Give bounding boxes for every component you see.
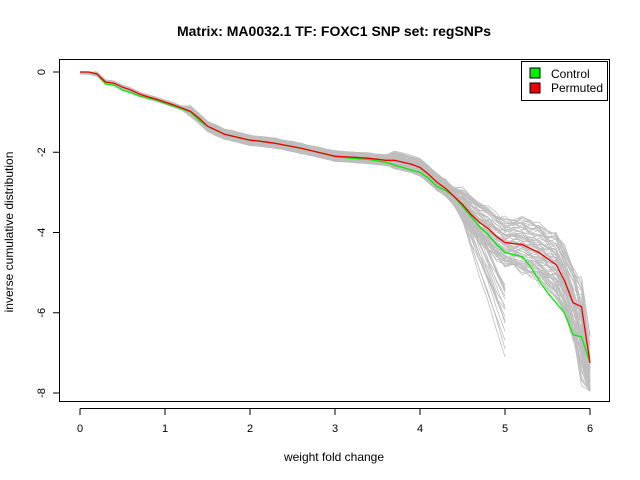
permutation-line [79, 71, 506, 323]
permutation-line [79, 71, 591, 392]
permutation-line [80, 72, 591, 365]
legend-label-permuted: Permuted [551, 81, 603, 95]
permutation-line [80, 71, 591, 346]
permutation-line [80, 71, 591, 363]
permutation-line [79, 71, 506, 317]
permutation-line [79, 72, 591, 392]
permutation-line [80, 72, 591, 392]
permutation-line [80, 71, 591, 337]
series-line-permuted [80, 71, 591, 363]
legend-swatch-permuted [529, 82, 541, 94]
x-axis-label: weight fold change [283, 450, 384, 464]
x-tick-label: 2 [247, 423, 253, 435]
permutation-line [79, 71, 591, 392]
permutation-line [80, 71, 591, 365]
permutation-line [79, 72, 506, 332]
legend-swatch-control [529, 67, 541, 79]
permutation-line [80, 71, 591, 391]
x-axis: 0 1 2 3 4 5 6 [77, 408, 593, 435]
x-tick-label: 0 [77, 423, 83, 435]
x-tick-label: 4 [417, 423, 423, 435]
permutation-line [80, 71, 506, 289]
x-tick-label: 3 [332, 423, 338, 435]
permutation-line [80, 71, 591, 392]
permutation-line [80, 71, 591, 392]
y-tick-label: 0 [36, 69, 48, 75]
permutation-line [80, 71, 591, 392]
permutation-line [80, 71, 591, 348]
series-lines [80, 71, 591, 364]
permutation-line [80, 71, 591, 335]
y-tick-label: -4 [36, 228, 48, 238]
permutation-line [80, 71, 591, 392]
permutation-line [79, 73, 506, 341]
y-tick-label: -2 [36, 147, 48, 157]
permutation-line [79, 72, 591, 392]
permutation-line [80, 73, 506, 321]
x-tick-label: 5 [502, 423, 508, 435]
permutation-line [80, 71, 591, 346]
permutation-line [80, 71, 591, 386]
permutation-line [80, 71, 591, 392]
permutation-line [80, 71, 506, 324]
permutation-line [80, 71, 591, 358]
series-line-control [80, 71, 591, 364]
permutation-line [80, 71, 591, 364]
permutation-line [79, 73, 506, 358]
y-axis: 0 -2 -4 -6 -8 [36, 69, 60, 398]
y-axis-label: inverse cumulative distribution [2, 152, 16, 313]
permutation-line [80, 72, 506, 350]
legend-label-control: Control [551, 67, 590, 81]
permutation-line [79, 71, 591, 392]
permutation-line [80, 71, 591, 360]
permutation-line [80, 71, 591, 336]
permutation-line [79, 71, 591, 372]
permutation-line [80, 71, 591, 392]
permutation-line [80, 71, 591, 356]
y-tick-label: -6 [36, 308, 48, 318]
x-tick-label: 6 [587, 423, 593, 435]
x-tick-label: 1 [162, 423, 168, 435]
permutation-line [80, 71, 591, 360]
permutation-line [79, 72, 591, 392]
permutation-line [79, 72, 591, 392]
chart-title: Matrix: MA0032.1 TF: FOXC1 SNP set: regS… [177, 23, 491, 39]
legend: Control Permuted [521, 61, 608, 101]
y-tick-label: -8 [36, 388, 48, 398]
permutation-background-lines [79, 71, 591, 392]
permutation-line [80, 71, 591, 362]
permutation-line [79, 73, 591, 392]
